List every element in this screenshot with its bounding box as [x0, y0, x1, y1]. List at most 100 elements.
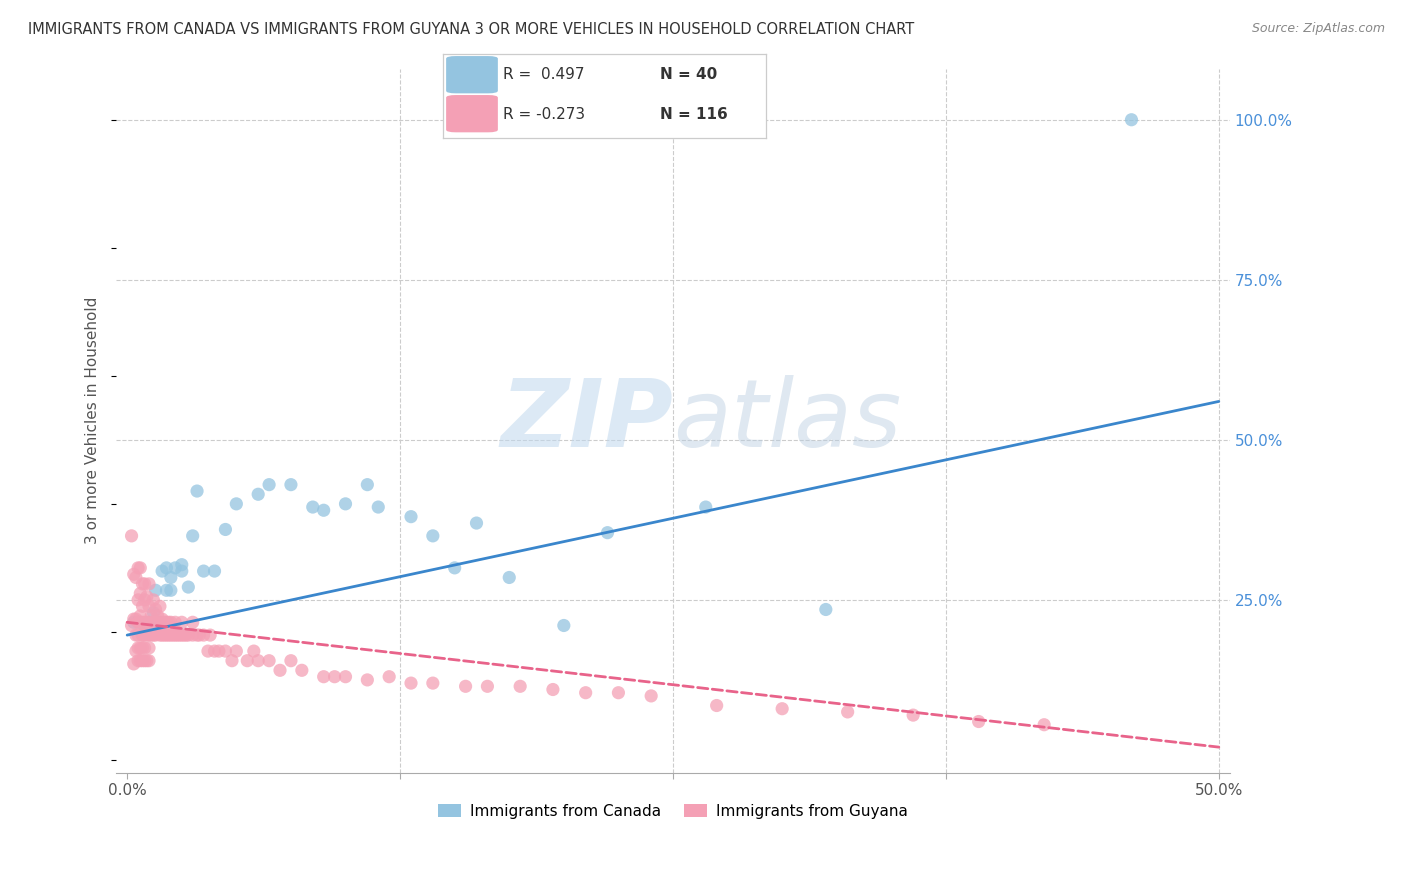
Point	[177, 580, 200, 594]
Point	[170, 558, 193, 572]
Text: ZIP: ZIP	[501, 375, 673, 467]
Point	[257, 477, 280, 491]
Point	[141, 608, 163, 623]
Point	[127, 593, 149, 607]
Point	[312, 503, 335, 517]
Point	[575, 686, 598, 700]
Point	[186, 628, 208, 642]
Point	[122, 567, 145, 582]
Point	[596, 525, 619, 540]
Point	[129, 608, 152, 623]
Point	[129, 654, 152, 668]
Point	[138, 615, 160, 630]
Point	[165, 561, 187, 575]
Point	[160, 570, 183, 584]
Point	[160, 628, 183, 642]
Point	[121, 618, 143, 632]
Point	[257, 654, 280, 668]
Point	[146, 608, 169, 623]
Point	[509, 679, 531, 693]
Point	[443, 561, 465, 575]
Point	[131, 628, 153, 642]
Point	[323, 670, 346, 684]
Point	[837, 705, 859, 719]
Point	[127, 561, 149, 575]
Point	[134, 640, 156, 655]
Point	[166, 628, 188, 642]
Point	[127, 640, 149, 655]
Point	[134, 615, 156, 630]
Point	[269, 663, 291, 677]
Text: R =  0.497: R = 0.497	[503, 67, 585, 82]
Point	[131, 615, 153, 630]
Point	[129, 561, 152, 575]
Point	[1121, 112, 1143, 127]
Point	[134, 654, 156, 668]
Point	[465, 516, 488, 530]
Point	[150, 564, 173, 578]
FancyBboxPatch shape	[446, 56, 498, 94]
Point	[135, 615, 157, 630]
Point	[125, 644, 148, 658]
Point	[706, 698, 728, 713]
Point	[165, 628, 187, 642]
Point	[122, 615, 145, 630]
Point	[141, 628, 163, 642]
Point	[193, 628, 215, 642]
Point	[145, 602, 167, 616]
Point	[165, 615, 187, 630]
Point	[814, 602, 837, 616]
Point	[142, 593, 165, 607]
Point	[498, 570, 520, 584]
Point	[181, 529, 204, 543]
Point	[181, 628, 204, 642]
Point	[640, 689, 662, 703]
Point	[225, 644, 247, 658]
Point	[291, 663, 314, 677]
Point	[127, 654, 149, 668]
Point	[155, 615, 177, 630]
Point	[149, 615, 172, 630]
Point	[477, 679, 499, 693]
Point	[129, 586, 152, 600]
Point	[335, 670, 357, 684]
Point	[188, 628, 211, 642]
Point	[197, 644, 219, 658]
Point	[153, 628, 176, 642]
Point	[356, 477, 378, 491]
Point	[125, 612, 148, 626]
Point	[1033, 717, 1056, 731]
Point	[181, 615, 204, 630]
Point	[399, 676, 422, 690]
Point	[134, 628, 156, 642]
Point	[125, 570, 148, 584]
Point	[193, 564, 215, 578]
Point	[399, 509, 422, 524]
Y-axis label: 3 or more Vehicles in Household: 3 or more Vehicles in Household	[86, 297, 100, 544]
Point	[138, 654, 160, 668]
Point	[170, 628, 193, 642]
Point	[131, 654, 153, 668]
Point	[122, 612, 145, 626]
Point	[553, 618, 575, 632]
Point	[129, 640, 152, 655]
Point	[155, 628, 177, 642]
Point	[214, 523, 236, 537]
Point	[138, 577, 160, 591]
Point	[127, 628, 149, 642]
Point	[149, 599, 172, 614]
Point	[177, 628, 200, 642]
Point	[138, 628, 160, 642]
Legend: Immigrants from Canada, Immigrants from Guyana: Immigrants from Canada, Immigrants from …	[432, 797, 914, 825]
Point	[134, 618, 156, 632]
Point	[967, 714, 990, 729]
Text: N = 40: N = 40	[659, 67, 717, 82]
Point	[131, 577, 153, 591]
Point	[607, 686, 630, 700]
Point	[138, 615, 160, 630]
Text: N = 116: N = 116	[659, 107, 727, 122]
Point	[149, 615, 172, 630]
Point	[131, 599, 153, 614]
Text: R = -0.273: R = -0.273	[503, 107, 585, 122]
Point	[127, 615, 149, 630]
